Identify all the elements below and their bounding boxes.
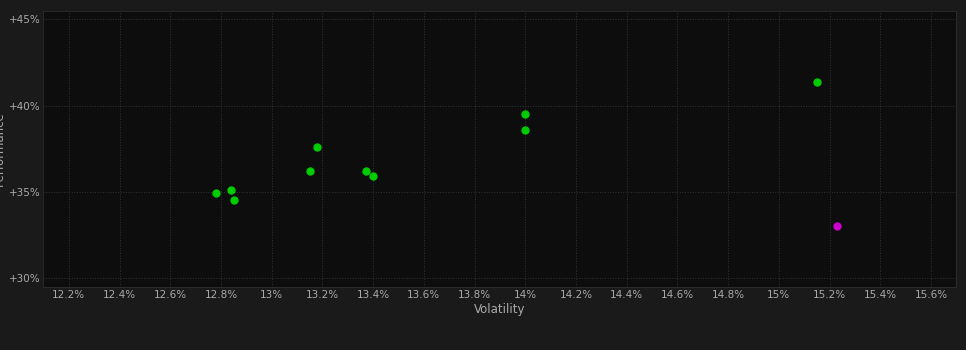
Point [309, 144, 325, 150]
Point [830, 223, 845, 229]
Point [302, 168, 318, 174]
Point [518, 127, 533, 133]
X-axis label: Volatility: Volatility [474, 302, 526, 316]
Point [357, 168, 373, 174]
Point [810, 79, 825, 85]
Point [208, 190, 223, 196]
Point [223, 188, 239, 193]
Point [365, 174, 381, 179]
Point [226, 197, 242, 203]
Point [518, 111, 533, 117]
Y-axis label: Performance: Performance [0, 111, 6, 186]
